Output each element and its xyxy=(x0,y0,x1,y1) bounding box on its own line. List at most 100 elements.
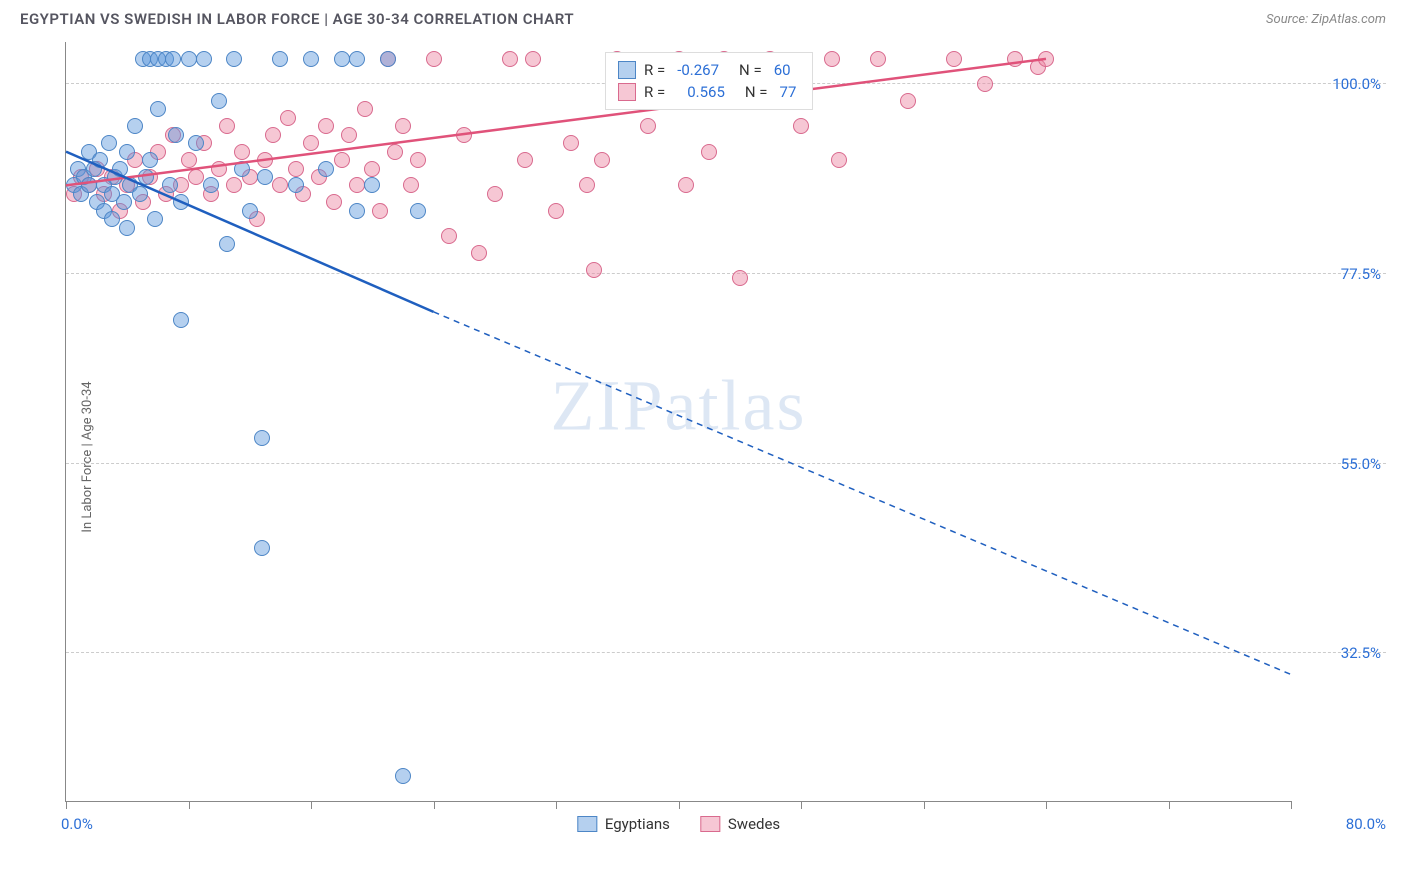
egyptian-point xyxy=(364,177,380,193)
egyptian-point xyxy=(257,169,273,185)
x-tick xyxy=(1291,801,1292,809)
egyptian-point xyxy=(150,101,166,117)
swede-point xyxy=(732,270,748,286)
swede-point xyxy=(226,177,242,193)
swede-point xyxy=(357,101,373,117)
n-value-swedes: 77 xyxy=(776,83,801,101)
swede-point xyxy=(318,118,334,134)
egyptian-point xyxy=(254,540,270,556)
n-label: N = xyxy=(745,83,768,101)
swede-point xyxy=(946,51,962,67)
stats-row-swedes: R = 0.565 N = 77 xyxy=(618,81,800,103)
n-value-egyptians: 60 xyxy=(770,61,795,79)
x-tick xyxy=(924,801,925,809)
egyptian-point xyxy=(132,186,148,202)
swatch-egyptians xyxy=(618,61,636,79)
egyptian-point xyxy=(119,144,135,160)
x-tick xyxy=(66,801,67,809)
legend-item-swedes: Swedes xyxy=(700,813,780,835)
swede-point xyxy=(403,177,419,193)
egyptian-point xyxy=(226,51,242,67)
r-label: R = xyxy=(644,83,665,101)
x-tick xyxy=(189,801,190,809)
swede-point xyxy=(586,262,602,278)
y-tick-label: 77.5% xyxy=(1301,265,1381,283)
chart-container: In Labor Force | Age 30-34 ZIPatlas R = … xyxy=(20,42,1386,872)
x-tick xyxy=(1046,801,1047,809)
swede-point xyxy=(1038,51,1054,67)
swede-point xyxy=(793,118,809,134)
x-tick xyxy=(1169,801,1170,809)
legend-item-egyptians: Egyptians xyxy=(577,813,670,835)
swede-point xyxy=(326,194,342,210)
egyptian-point xyxy=(254,430,270,446)
swede-point xyxy=(502,51,518,67)
swede-point xyxy=(234,144,250,160)
egyptian-point xyxy=(173,312,189,328)
egyptian-point xyxy=(112,161,128,177)
swede-point xyxy=(303,135,319,151)
swede-point xyxy=(563,135,579,151)
swede-point xyxy=(181,152,197,168)
swede-point xyxy=(471,245,487,261)
egyptian-point xyxy=(142,152,158,168)
egyptian-point xyxy=(181,51,197,67)
egyptian-point xyxy=(349,51,365,67)
swede-point xyxy=(977,76,993,92)
swede-point xyxy=(341,127,357,143)
egyptian-point xyxy=(380,51,396,67)
swatch-egyptians xyxy=(577,816,597,832)
legend-label-swedes: Swedes xyxy=(728,815,780,833)
egyptian-point xyxy=(101,135,117,151)
egyptian-point xyxy=(349,203,365,219)
gridline xyxy=(66,463,1386,464)
egyptian-point xyxy=(138,169,154,185)
stats-legend: R = -0.267 N = 60 R = 0.565 N = 77 xyxy=(605,52,813,110)
swede-point xyxy=(640,118,656,134)
egyptian-point xyxy=(188,135,204,151)
egyptian-point xyxy=(165,51,181,67)
swede-point xyxy=(364,161,380,177)
egyptian-point xyxy=(147,211,163,227)
egyptian-point xyxy=(168,127,184,143)
swede-point xyxy=(349,177,365,193)
egyptian-point xyxy=(203,177,219,193)
swede-point xyxy=(188,169,204,185)
source-attribution: Source: ZipAtlas.com xyxy=(1266,12,1386,27)
egyptian-point xyxy=(303,51,319,67)
egyptian-point xyxy=(272,51,288,67)
y-tick-label: 55.0% xyxy=(1301,455,1381,473)
r-label: R = xyxy=(644,61,665,79)
swede-point xyxy=(594,152,610,168)
swede-point xyxy=(517,152,533,168)
egyptian-point xyxy=(162,177,178,193)
swede-point xyxy=(824,51,840,67)
swede-point xyxy=(288,161,304,177)
swatch-swedes xyxy=(700,816,720,832)
gridline xyxy=(66,652,1386,653)
egyptian-point xyxy=(119,220,135,236)
swede-point xyxy=(487,186,503,202)
swede-point xyxy=(272,177,288,193)
egyptian-point xyxy=(334,51,350,67)
egyptian-point xyxy=(234,161,250,177)
egyptian-point xyxy=(116,194,132,210)
swede-point xyxy=(456,127,472,143)
r-value-egyptians: -0.267 xyxy=(673,61,723,79)
swede-point xyxy=(1007,51,1023,67)
plot-area: ZIPatlas R = -0.267 N = 60 R = 0.565 N =… xyxy=(65,42,1291,802)
swede-point xyxy=(831,152,847,168)
legend-label-egyptians: Egyptians xyxy=(605,815,670,833)
egyptian-point xyxy=(196,51,212,67)
swede-point xyxy=(211,161,227,177)
watermark: ZIPatlas xyxy=(551,365,807,448)
egyptian-point xyxy=(104,211,120,227)
x-axis-min-label: 0.0% xyxy=(61,815,93,833)
y-tick-label: 32.5% xyxy=(1301,644,1381,662)
swede-point xyxy=(410,152,426,168)
egyptian-point xyxy=(211,93,227,109)
swede-point xyxy=(441,228,457,244)
swede-point xyxy=(870,51,886,67)
x-tick xyxy=(556,801,557,809)
swede-point xyxy=(548,203,564,219)
